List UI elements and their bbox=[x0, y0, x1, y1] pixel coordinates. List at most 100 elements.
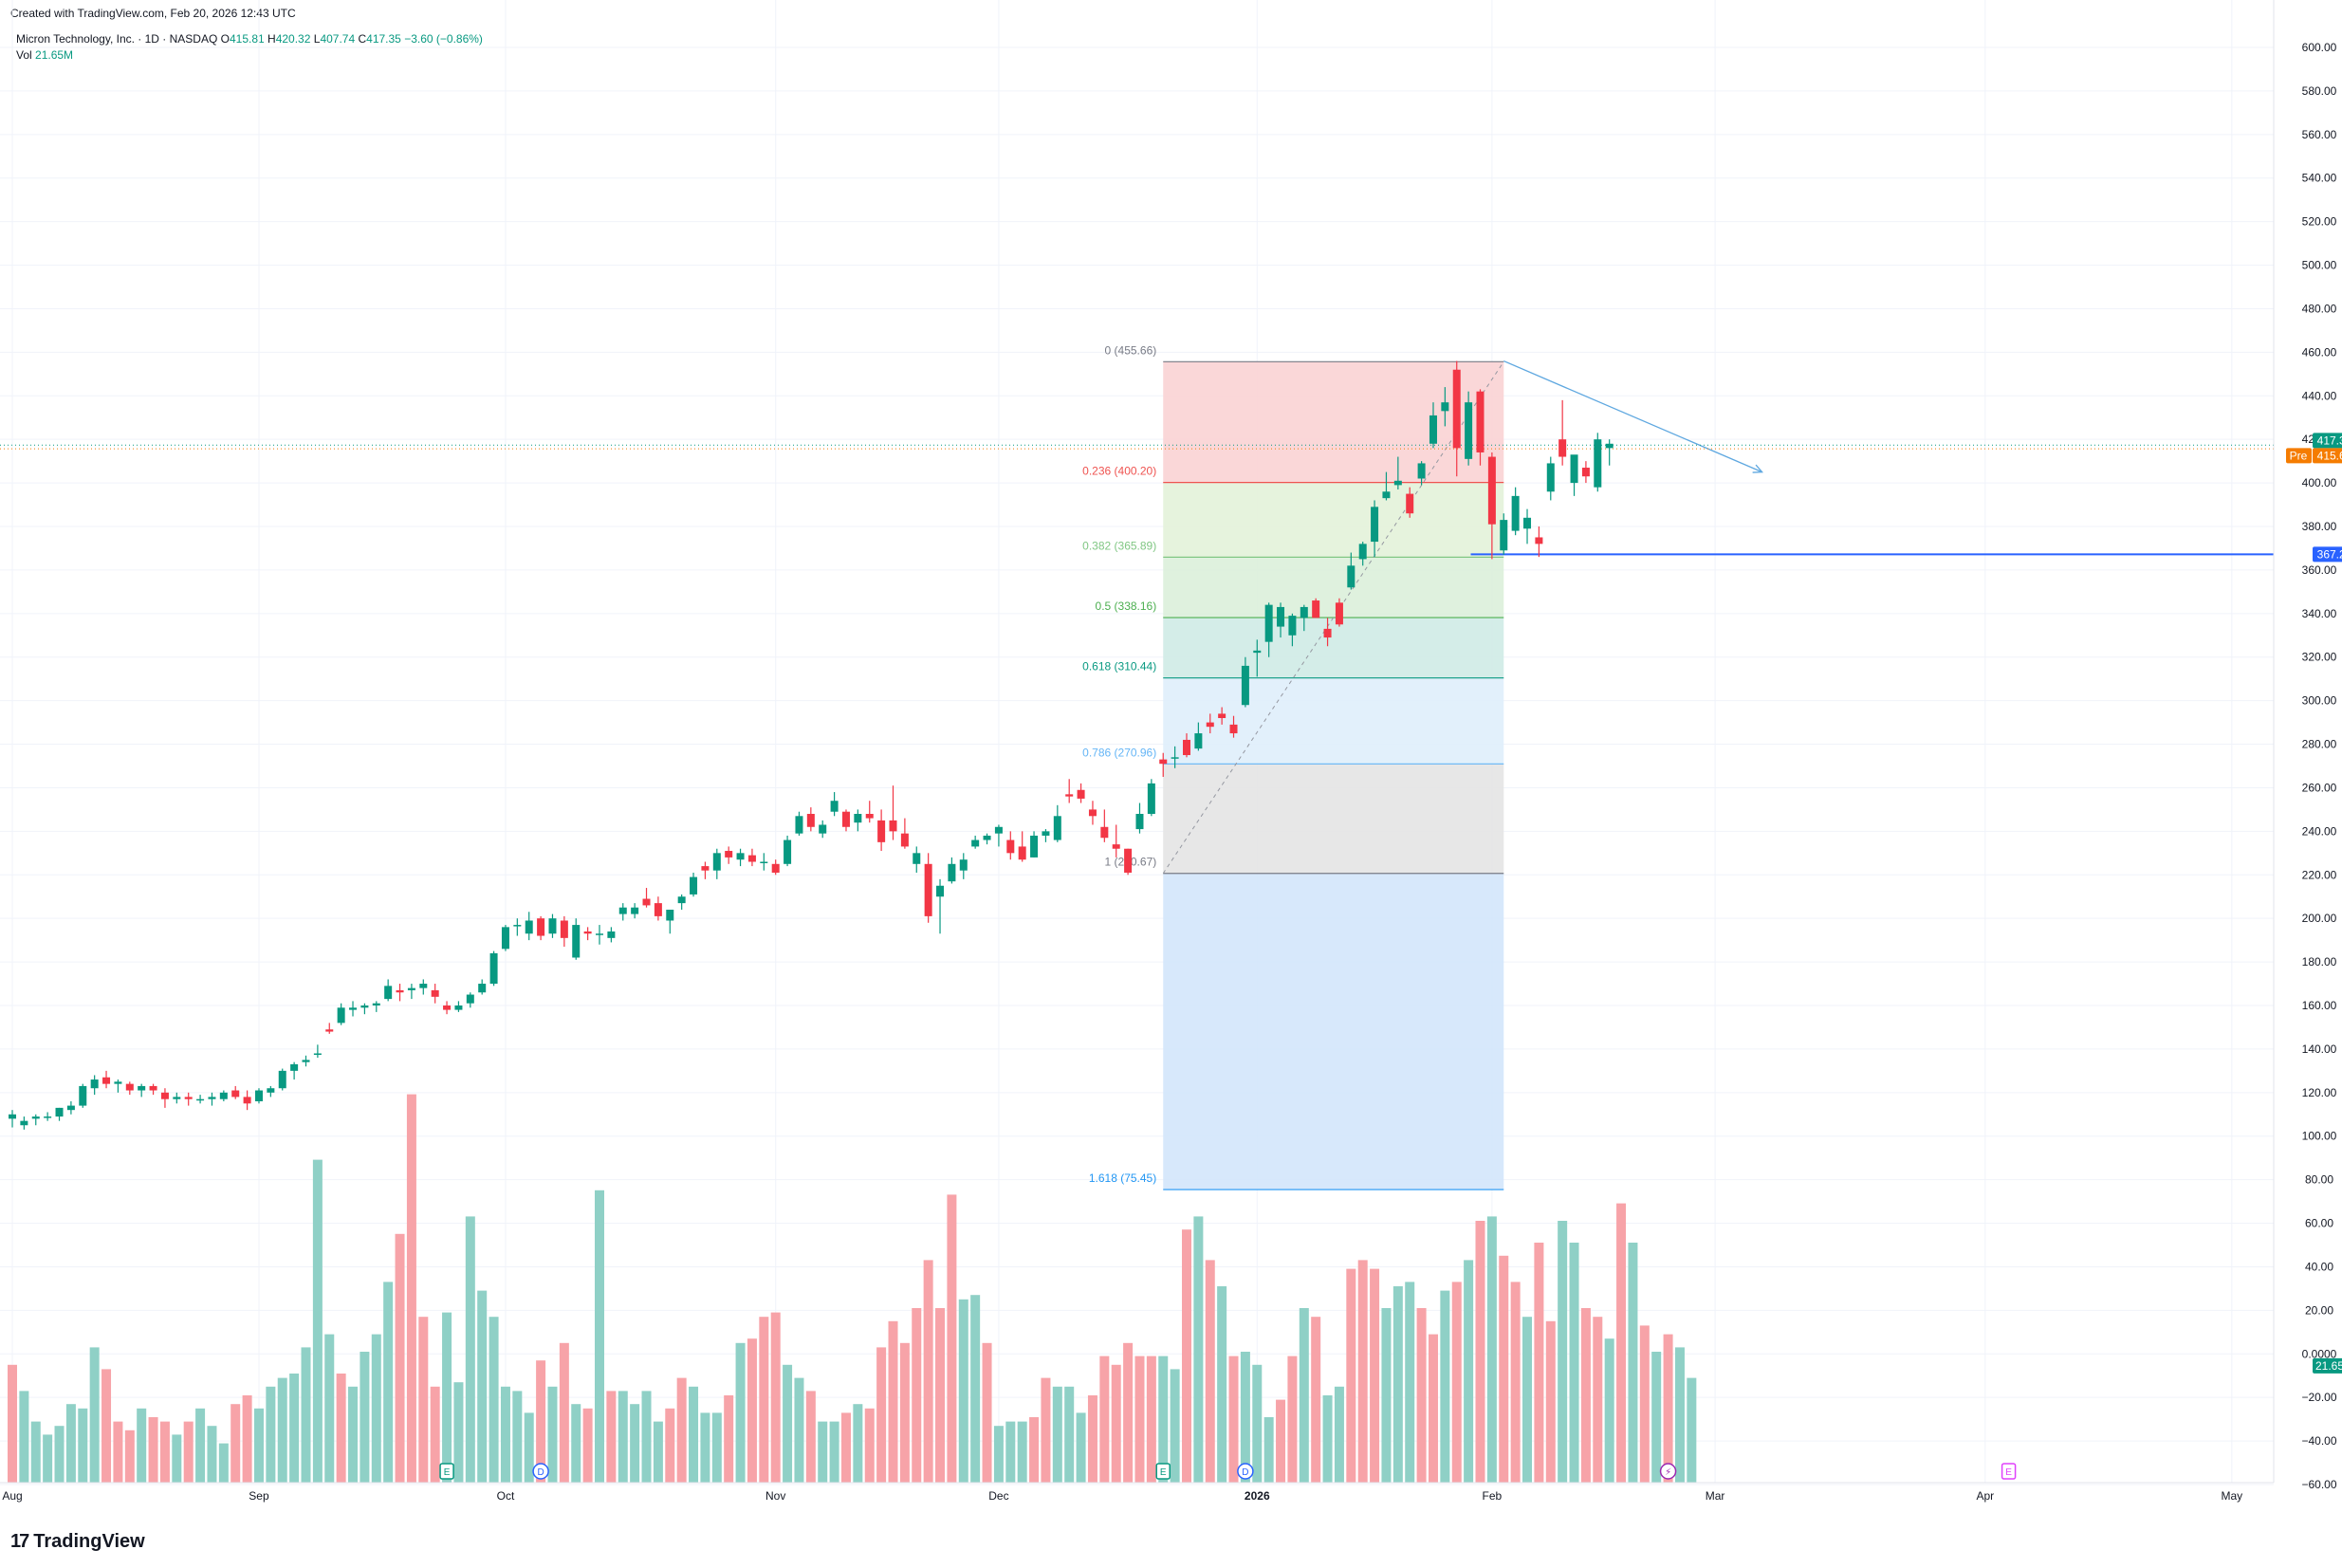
volume-bar bbox=[406, 1094, 416, 1483]
volume-bar bbox=[1005, 1421, 1016, 1483]
price-tick-label: 20.00 bbox=[2305, 1303, 2333, 1317]
candle-body bbox=[1535, 537, 1543, 544]
volume-bar bbox=[582, 1408, 593, 1483]
price-tick-label: −40.00 bbox=[2301, 1434, 2336, 1448]
candle-body bbox=[489, 952, 498, 985]
earnings-event-icon bbox=[439, 1463, 454, 1480]
fib-level-label: 0.5 (338.16) bbox=[1096, 600, 1157, 613]
volume-bar bbox=[512, 1391, 523, 1483]
event-letter: E bbox=[1160, 1467, 1167, 1478]
candle-body bbox=[466, 994, 474, 1004]
candle-body bbox=[1417, 463, 1426, 479]
volume-bar bbox=[89, 1347, 100, 1483]
candle-body bbox=[596, 933, 603, 935]
support-price-tag bbox=[2313, 546, 2342, 563]
event-letter: E bbox=[444, 1467, 451, 1478]
volume-bar bbox=[1217, 1286, 1227, 1483]
candle-body bbox=[454, 1005, 463, 1010]
close-value: 417.35 bbox=[366, 32, 401, 46]
candle-body bbox=[1487, 456, 1496, 525]
candle-body bbox=[830, 801, 839, 812]
volume-bar bbox=[1639, 1325, 1650, 1483]
split-event-icon bbox=[1659, 1463, 1677, 1480]
candle-body bbox=[1465, 402, 1473, 459]
volume-bar bbox=[559, 1342, 569, 1483]
price-tick-label: 560.00 bbox=[2302, 128, 2337, 141]
volume-bar bbox=[1580, 1308, 1591, 1483]
volume-bar bbox=[641, 1391, 652, 1483]
volume-bar bbox=[923, 1260, 933, 1483]
volume-bar bbox=[829, 1421, 839, 1483]
price-tick-label: 40.00 bbox=[2305, 1260, 2333, 1273]
volume-bar bbox=[183, 1421, 194, 1483]
volume-bar bbox=[218, 1443, 229, 1483]
volume-bar bbox=[360, 1352, 370, 1483]
low-value: 407.74 bbox=[320, 32, 356, 46]
volume-bar bbox=[1545, 1320, 1556, 1483]
candle-body bbox=[771, 863, 780, 873]
time-tick-label: Nov bbox=[765, 1489, 785, 1503]
price-tick-label: 80.00 bbox=[2305, 1173, 2333, 1187]
candle-body bbox=[971, 839, 980, 847]
tradingview-logo-icon: 17 bbox=[10, 1531, 29, 1552]
event-letter: D bbox=[1242, 1467, 1248, 1478]
candle-body bbox=[1053, 816, 1061, 840]
volume-bar bbox=[371, 1334, 381, 1483]
volume-bar bbox=[1510, 1282, 1521, 1483]
volume-bar bbox=[30, 1421, 41, 1483]
candle-body bbox=[372, 1003, 380, 1005]
candle-body bbox=[1429, 415, 1437, 444]
volume-bar bbox=[1064, 1386, 1075, 1483]
candle-body bbox=[1441, 402, 1449, 412]
volume-bar bbox=[1392, 1286, 1403, 1483]
volume-bar bbox=[1357, 1260, 1368, 1483]
volume-bar bbox=[19, 1391, 29, 1483]
last-price-tag bbox=[2313, 433, 2342, 449]
vol-label: Vol bbox=[16, 48, 32, 62]
volume-bar bbox=[1311, 1317, 1321, 1483]
event-letter: E bbox=[2005, 1467, 2012, 1478]
candle-body bbox=[607, 931, 616, 938]
candle-body bbox=[1300, 606, 1308, 618]
volume-bar bbox=[277, 1377, 287, 1483]
candle-body bbox=[701, 866, 710, 871]
candle-body bbox=[149, 1085, 157, 1091]
candle-body bbox=[478, 984, 487, 993]
price-tick-label: 600.00 bbox=[2302, 41, 2337, 54]
volume-bar bbox=[395, 1233, 405, 1483]
candle-body bbox=[841, 811, 850, 827]
tradingview-logo[interactable]: 17 TradingView bbox=[10, 1531, 145, 1553]
volume-bar bbox=[301, 1347, 311, 1483]
price-tick-label: −60.00 bbox=[2301, 1478, 2336, 1491]
volume-bar bbox=[1193, 1216, 1204, 1483]
pre-price-tag-prefix bbox=[2286, 448, 2312, 464]
candle-body bbox=[31, 1116, 40, 1119]
candle-body bbox=[1523, 517, 1532, 529]
volume-bar bbox=[982, 1342, 992, 1483]
fib-zone bbox=[1163, 482, 1504, 558]
event-letter: ⚡ bbox=[1665, 1467, 1671, 1478]
volume-bar bbox=[54, 1426, 65, 1483]
candle-body bbox=[384, 986, 393, 1000]
candle-body bbox=[243, 1097, 251, 1104]
volume-bar bbox=[442, 1312, 452, 1483]
candle-body bbox=[994, 826, 1003, 834]
candle-body bbox=[208, 1097, 216, 1099]
candle-body bbox=[959, 859, 968, 871]
dividend-event-icon bbox=[532, 1463, 549, 1480]
candle-body bbox=[1558, 439, 1567, 457]
volume-bar bbox=[1628, 1243, 1638, 1483]
volume-bar bbox=[1475, 1221, 1485, 1483]
volume-bar bbox=[770, 1312, 781, 1483]
candle-body bbox=[419, 984, 428, 988]
volume-bar bbox=[1170, 1369, 1180, 1483]
volume-bar bbox=[818, 1421, 828, 1483]
candle-body bbox=[267, 1088, 275, 1093]
candle-body bbox=[44, 1116, 52, 1118]
last-price-tag-text: 417.35 bbox=[2317, 434, 2342, 447]
price-tick-label: 120.00 bbox=[2302, 1086, 2337, 1099]
volume-bar bbox=[724, 1395, 734, 1483]
candle-body bbox=[1581, 468, 1590, 477]
candle-body bbox=[1253, 650, 1262, 654]
